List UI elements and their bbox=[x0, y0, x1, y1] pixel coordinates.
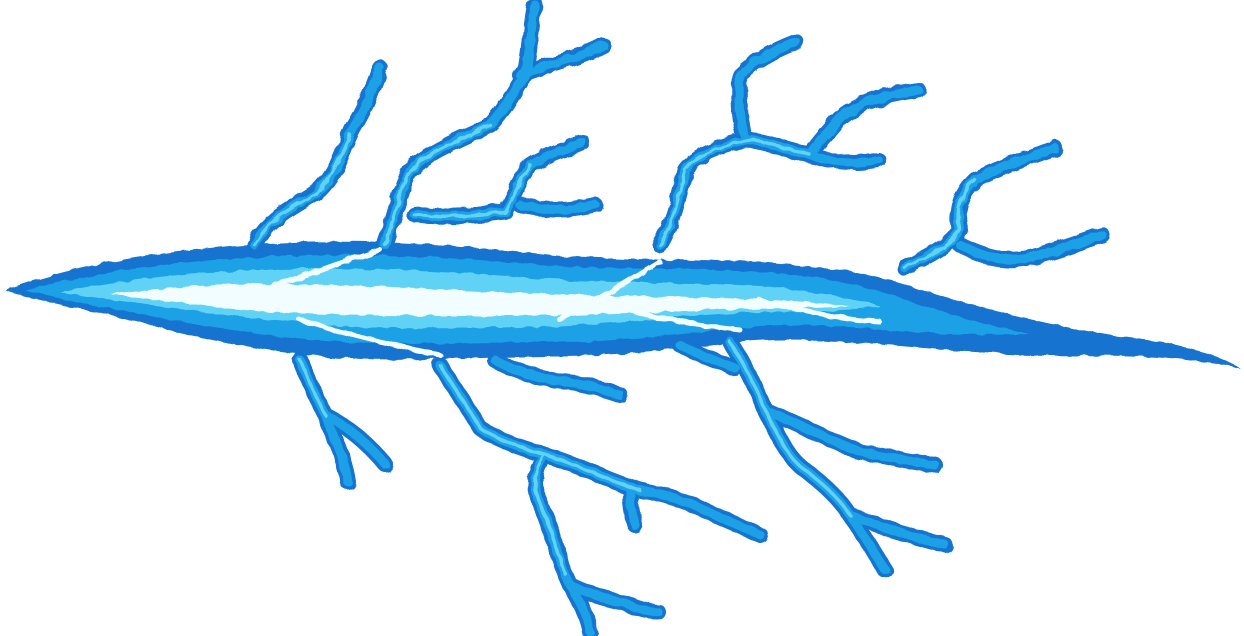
bolt-trunk-core bbox=[110, 284, 850, 316]
bolt-branches-inner bbox=[253, 123, 977, 577]
bolt-core-streaks bbox=[227, 247, 883, 358]
